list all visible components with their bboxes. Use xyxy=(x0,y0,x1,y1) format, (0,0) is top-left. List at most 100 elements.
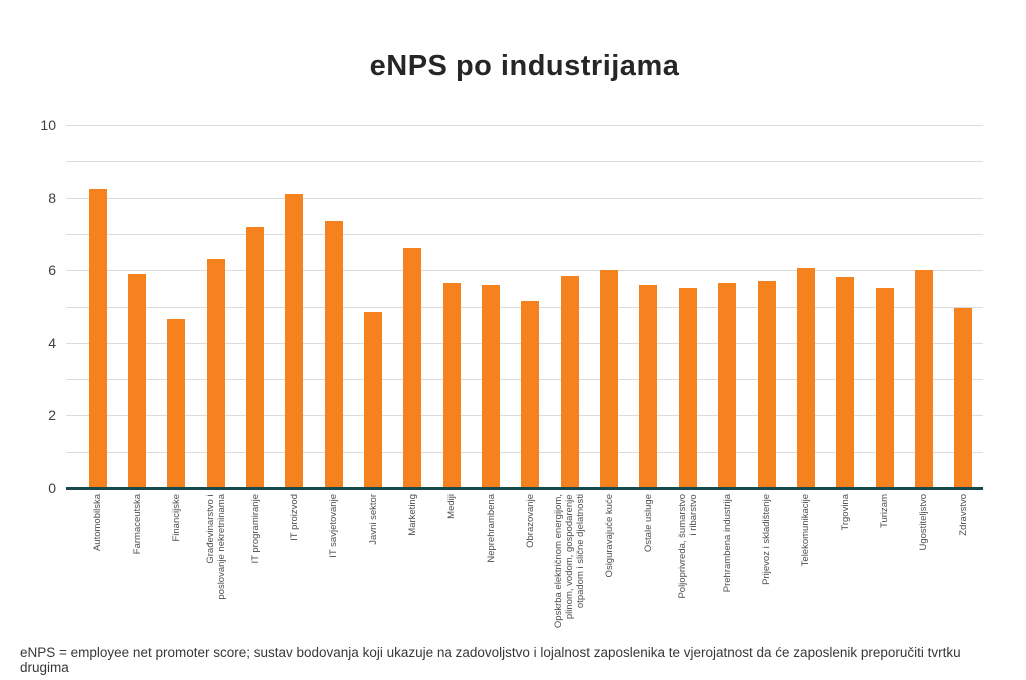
x-label-slot: Financijske xyxy=(157,494,196,542)
bars-row xyxy=(66,125,983,488)
bar xyxy=(875,288,894,488)
x-label-slot: Prehrambena industrija xyxy=(708,494,747,592)
x-label-slot: IT savjetovanje xyxy=(314,494,353,558)
x-axis-label: IT programiranje xyxy=(249,494,261,564)
x-axis-label: Ostale usluge xyxy=(642,494,654,553)
bar xyxy=(521,301,540,488)
chart-title: eNPS po industrijama xyxy=(369,50,680,82)
gridline xyxy=(66,161,983,163)
x-axis-labels: Automobilska Farmaceutska Financijske Građe… xyxy=(66,494,983,628)
bar xyxy=(482,284,501,488)
x-label-slot: Turizam xyxy=(865,494,904,528)
x-label-slot: Ostale usluge xyxy=(629,494,668,552)
bar xyxy=(600,270,619,488)
y-axis-tick-label: 2 xyxy=(48,407,56,424)
y-axis-tick-label: 10 xyxy=(40,117,56,133)
bar xyxy=(206,259,225,488)
y-axis-tick-label: 4 xyxy=(48,334,56,351)
x-axis-label: Neprehrambena xyxy=(485,494,497,563)
bar xyxy=(128,273,147,488)
footnote: eNPS = employee net promoter score; sust… xyxy=(20,645,961,675)
bar-slot xyxy=(353,125,392,488)
x-label-slot: Ugostiteljstvo xyxy=(904,494,943,551)
bar xyxy=(246,226,265,488)
x-axis-label: Javni sektor xyxy=(367,494,379,545)
y-axis-tick-label: 8 xyxy=(48,189,56,206)
bar-slot xyxy=(550,125,589,488)
gridline xyxy=(66,125,983,126)
bar xyxy=(442,282,461,488)
bar xyxy=(954,308,973,488)
x-label-slot: Poljoprivreda, šumarstvo i ribarstvo xyxy=(668,494,707,599)
x-label-slot: Trgovina xyxy=(826,494,865,531)
bar-slot xyxy=(393,125,432,488)
x-axis-label: Financijske xyxy=(170,494,182,542)
x-axis-label: Farmaceutska xyxy=(131,494,143,555)
bar-slot xyxy=(629,125,668,488)
x-axis-label: Ugostiteljstvo xyxy=(918,494,930,551)
x-label-slot: Zdravstvo xyxy=(944,494,983,536)
x-label-slot: IT programiranje xyxy=(235,494,274,564)
x-axis-label: Prijevoz i skladištenje xyxy=(761,494,773,585)
gridline xyxy=(66,270,983,272)
bar-slot xyxy=(432,125,471,488)
x-axis-label: Osiguravajuće kuće xyxy=(603,494,615,578)
x-axis-label: Građevinarstvo i poslovanje nekretninama xyxy=(204,494,227,600)
x-axis-label: Telekomunikacije xyxy=(800,494,812,567)
bar-slot xyxy=(944,125,983,488)
bar xyxy=(914,270,933,488)
gridline xyxy=(66,197,983,199)
x-axis-label: Automobilska xyxy=(92,494,104,552)
bar xyxy=(718,282,737,488)
bar xyxy=(285,193,304,488)
x-label-slot: Prijevoz i skladištenje xyxy=(747,494,786,585)
bar-slot xyxy=(747,125,786,488)
bar-slot xyxy=(471,125,510,488)
bar-slot xyxy=(668,125,707,488)
x-axis-label: IT savjetovanje xyxy=(328,494,340,558)
x-label-slot: Osiguravajuće kuće xyxy=(589,494,628,577)
bar-slot xyxy=(117,125,156,488)
x-label-slot: IT proizvod xyxy=(275,494,314,541)
x-axis-label: Marketing xyxy=(406,494,418,536)
bar xyxy=(796,268,815,488)
bar-slot xyxy=(275,125,314,488)
plot-area xyxy=(66,125,983,490)
x-label-slot: Marketing xyxy=(393,494,432,536)
bar xyxy=(836,277,855,488)
bar-slot xyxy=(157,125,196,488)
x-label-slot: Farmaceutska xyxy=(117,494,156,554)
bar-slot xyxy=(865,125,904,488)
bar xyxy=(639,284,658,488)
x-axis-label: Mediji xyxy=(446,494,458,519)
x-label-slot: Građevinarstvo i poslovanje nekretninama xyxy=(196,494,235,600)
y-axis-tick-label: 0 xyxy=(48,480,56,496)
bar-slot xyxy=(826,125,865,488)
x-axis-label: Obrazovanje xyxy=(524,494,536,548)
bar-slot xyxy=(708,125,747,488)
bar-slot xyxy=(904,125,943,488)
bar xyxy=(403,248,422,488)
x-axis-label: Poljoprivreda, šumarstvo i ribarstvo xyxy=(676,494,699,599)
x-axis-line xyxy=(66,487,983,490)
x-axis-label: Prehrambena industrija xyxy=(721,494,733,593)
x-label-slot: Javni sektor xyxy=(353,494,392,545)
x-axis-label: Trgovina xyxy=(839,494,851,531)
bar xyxy=(757,281,776,488)
x-label-slot: Obrazovanje xyxy=(511,494,550,548)
bar-slot xyxy=(511,125,550,488)
bar-slot xyxy=(589,125,628,488)
x-label-slot: Opskrba električnom energijom, plinom, v… xyxy=(550,494,589,628)
bar-slot xyxy=(314,125,353,488)
bar-slot xyxy=(235,125,274,488)
x-axis-label: Opskrba električnom energijom, plinom, v… xyxy=(553,494,587,629)
x-label-slot: Telekomunikacije xyxy=(786,494,825,566)
y-axis-tick-label: 6 xyxy=(48,262,56,279)
bar xyxy=(167,319,186,488)
bar xyxy=(560,275,579,488)
x-label-slot: Mediji xyxy=(432,494,471,519)
bar xyxy=(88,188,107,488)
x-label-slot: Automobilska xyxy=(78,494,117,551)
bar-slot xyxy=(196,125,235,488)
